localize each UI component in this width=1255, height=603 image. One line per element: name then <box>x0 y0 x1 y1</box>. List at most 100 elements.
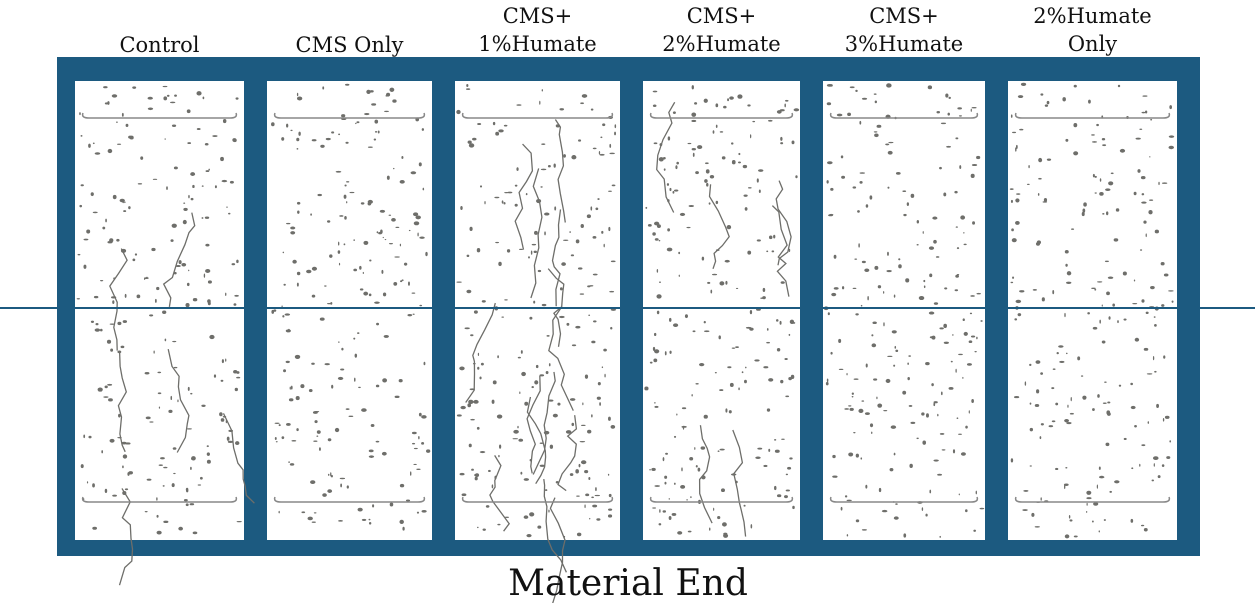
speckle <box>795 175 797 178</box>
speckle <box>655 238 659 241</box>
speckle <box>908 355 911 357</box>
speckle <box>657 311 659 315</box>
speckle <box>1134 279 1135 281</box>
speckle <box>384 111 389 112</box>
speckle <box>117 144 121 145</box>
speckle <box>1066 282 1071 284</box>
speckle <box>1106 410 1110 414</box>
speckle <box>674 436 676 438</box>
speckle <box>588 477 590 480</box>
speckle <box>545 489 547 491</box>
speckle <box>785 100 789 102</box>
speckle <box>967 363 972 366</box>
speckle <box>1141 176 1146 179</box>
speckle <box>747 104 750 106</box>
speckle <box>718 450 720 452</box>
speckle <box>477 367 479 370</box>
speckle <box>654 333 656 336</box>
speckle <box>1094 289 1096 291</box>
speckle <box>723 534 728 538</box>
speckle <box>926 413 929 417</box>
speckle <box>608 474 609 476</box>
speckle <box>667 183 669 186</box>
speckle <box>163 521 168 523</box>
speckle <box>310 480 315 484</box>
speckle <box>521 350 523 354</box>
speckle <box>329 254 332 257</box>
speckle <box>524 402 528 406</box>
speckle <box>222 359 224 363</box>
speckle <box>278 511 279 514</box>
speckle <box>1067 271 1071 275</box>
panel-label: 2%Humate <box>662 32 780 56</box>
speckle <box>148 107 153 110</box>
speckle <box>937 414 938 417</box>
speckle <box>185 303 189 307</box>
speckle <box>830 188 833 191</box>
speckle <box>410 471 411 475</box>
speckle <box>744 380 747 384</box>
speckle <box>732 347 736 348</box>
speckle <box>1010 282 1013 283</box>
speckle <box>285 313 291 315</box>
speckle <box>888 142 893 143</box>
speckle <box>368 200 373 204</box>
speckle <box>1016 145 1018 149</box>
speckle <box>980 508 985 510</box>
speckle <box>1158 182 1159 185</box>
speckle <box>122 465 124 468</box>
speckle <box>693 153 695 157</box>
speckle <box>482 300 486 302</box>
speckle <box>709 202 711 204</box>
speckle <box>477 248 480 252</box>
speckle <box>336 171 342 173</box>
speckle <box>339 263 340 266</box>
speckle <box>893 365 895 367</box>
speckle <box>852 396 854 397</box>
speckle <box>413 464 417 465</box>
speckle <box>1049 425 1054 427</box>
speckle <box>236 97 239 99</box>
speckle <box>1015 221 1020 225</box>
speckle <box>768 120 773 122</box>
speckle <box>917 244 919 246</box>
speckle <box>468 400 473 404</box>
speckle <box>943 193 946 197</box>
speckle <box>172 224 177 228</box>
speckle <box>1102 213 1104 215</box>
speckle <box>130 136 134 140</box>
speckle <box>471 469 474 471</box>
speckle <box>493 380 497 384</box>
speckle <box>502 200 504 203</box>
speckle <box>838 339 841 343</box>
speckle <box>235 441 239 445</box>
panel-label: 1%Humate <box>478 32 596 56</box>
speckle <box>92 527 97 530</box>
speckle <box>875 101 877 104</box>
speckle <box>327 489 332 493</box>
speckle <box>125 442 130 444</box>
speckle <box>518 357 521 359</box>
speckle <box>1012 238 1017 242</box>
speckle <box>767 408 770 411</box>
speckle <box>338 377 343 380</box>
speckle <box>587 430 591 434</box>
speckle <box>942 449 946 450</box>
speckle <box>867 296 869 300</box>
speckle <box>679 275 680 277</box>
speckle <box>664 168 666 170</box>
specimen <box>643 81 800 540</box>
speckle <box>1065 534 1070 538</box>
speckle <box>283 284 285 286</box>
speckle <box>290 387 291 390</box>
speckle <box>925 514 927 517</box>
speckle <box>173 473 176 474</box>
speckle <box>608 514 612 517</box>
speckle <box>385 95 388 96</box>
speckle <box>898 258 900 260</box>
speckle <box>581 425 586 426</box>
speckle <box>1045 104 1048 107</box>
speckle <box>414 221 420 225</box>
speckle <box>369 522 371 525</box>
speckle <box>531 386 533 388</box>
